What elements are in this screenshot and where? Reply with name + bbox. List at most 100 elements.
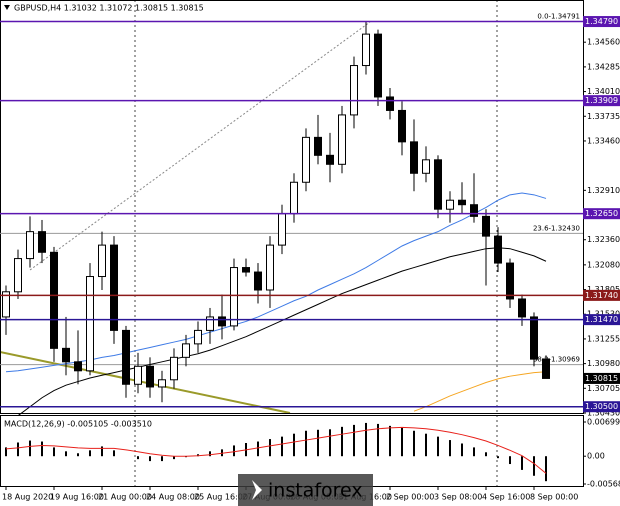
price-tag bbox=[583, 372, 620, 384]
x-tick-label: 8 Sep 00:00 bbox=[530, 493, 578, 502]
candle-body bbox=[98, 244, 107, 278]
candle-body bbox=[302, 136, 311, 183]
y-tick-label: 1.33460 bbox=[587, 136, 620, 145]
y-tick-label: 1.32360 bbox=[587, 235, 620, 244]
level-tag bbox=[583, 208, 620, 220]
candle-body bbox=[14, 258, 23, 293]
price-label: 1.30815 bbox=[585, 374, 618, 383]
y-tick-label: 1.31255 bbox=[587, 334, 620, 343]
symbol-icon bbox=[4, 5, 10, 10]
candle-body bbox=[542, 358, 551, 379]
y-tick-label: -0.005681 bbox=[587, 480, 620, 489]
candle-body bbox=[218, 316, 227, 327]
candle-body bbox=[410, 141, 419, 174]
level-label: 1.33909 bbox=[585, 96, 618, 105]
level-label: 1.31470 bbox=[585, 315, 618, 324]
y-tick-label: 1.34560 bbox=[587, 38, 620, 47]
candle-body bbox=[194, 329, 203, 345]
watermark-text: instaforex bbox=[268, 480, 363, 502]
candle-body bbox=[50, 251, 59, 349]
candle-body bbox=[74, 361, 83, 372]
candle-body bbox=[242, 267, 251, 273]
candle-body bbox=[206, 316, 215, 331]
watermark-icon bbox=[252, 480, 262, 500]
y-tick-label: 1.30430 bbox=[587, 409, 620, 418]
level-label: 1.32650 bbox=[585, 209, 618, 218]
candle-body bbox=[422, 159, 431, 174]
candle-body bbox=[398, 109, 407, 143]
level-label: 1.30500 bbox=[585, 402, 618, 411]
x-tick-label: 21 Aug 00:00 bbox=[98, 493, 152, 502]
x-tick-label: 4 Sep 16:00 bbox=[482, 493, 530, 502]
candle-body bbox=[338, 114, 347, 165]
candle-body bbox=[230, 267, 239, 327]
x-tick-label: 19 Aug 16:00 bbox=[50, 493, 104, 502]
trend-line bbox=[0, 351, 291, 414]
candle-body bbox=[158, 379, 167, 388]
candle-body bbox=[146, 365, 155, 388]
y-tick-label: 0.00 bbox=[587, 452, 605, 461]
candle-body bbox=[446, 199, 455, 210]
y-tick-label: 1.32080 bbox=[587, 260, 620, 269]
moving-average bbox=[5, 192, 547, 373]
candle-body bbox=[110, 244, 119, 331]
candle-body bbox=[326, 154, 335, 165]
level-label: 1.34790 bbox=[585, 17, 618, 26]
candle-body bbox=[62, 347, 71, 363]
x-tick-label: 18 Aug 2020 bbox=[2, 493, 53, 502]
candle-body bbox=[518, 298, 527, 318]
moving-average bbox=[17, 247, 547, 417]
candle-body bbox=[26, 231, 35, 260]
watermark: instaforex bbox=[238, 474, 373, 506]
candle-body bbox=[134, 365, 143, 385]
candle-body bbox=[254, 271, 263, 291]
candle-body bbox=[350, 65, 359, 116]
y-tick-label: 1.31805 bbox=[587, 285, 620, 294]
candle-body bbox=[2, 291, 11, 318]
x-tick-label: 24 Aug 08:00 bbox=[146, 493, 200, 502]
candle-body bbox=[506, 262, 515, 300]
candle-body bbox=[386, 96, 395, 111]
x-tick-label: 2 Sep 00:00 bbox=[386, 493, 434, 502]
y-tick-label: 1.30980 bbox=[587, 359, 620, 368]
candle-body bbox=[266, 244, 275, 291]
y-tick-label: 1.34010 bbox=[587, 87, 620, 96]
y-tick-label: 1.32910 bbox=[587, 186, 620, 195]
symbol-header: GBPUSD,H4 1.31032 1.31072 1.30815 1.3081… bbox=[14, 4, 204, 13]
level-tag bbox=[583, 289, 620, 301]
candle-body bbox=[458, 199, 467, 206]
candle-body bbox=[374, 33, 383, 98]
candle-body bbox=[182, 343, 191, 358]
level-tag bbox=[583, 16, 620, 28]
candle-body bbox=[122, 329, 131, 385]
moving-average bbox=[413, 371, 547, 412]
x-tick-label: 25 Aug 16:00 bbox=[194, 493, 248, 502]
fib-label: 38.2-1.30969 bbox=[533, 356, 580, 364]
candle-body bbox=[494, 235, 503, 264]
candle-body bbox=[434, 159, 443, 210]
y-tick-label: 1.34285 bbox=[587, 62, 620, 71]
candle-body bbox=[314, 136, 323, 156]
candle-body bbox=[482, 215, 491, 237]
level-label: 1.31740 bbox=[585, 291, 618, 300]
level-tag bbox=[583, 401, 620, 413]
candle-body bbox=[470, 204, 479, 217]
candle-body bbox=[290, 181, 299, 215]
fib-label: 0.0-1.34791 bbox=[537, 12, 580, 20]
candle-body bbox=[38, 231, 47, 253]
candle-body bbox=[278, 213, 287, 246]
x-tick-label: 3 Sep 08:00 bbox=[434, 493, 482, 502]
y-tick-label: 0.006991 bbox=[587, 418, 620, 427]
candle-body bbox=[170, 356, 179, 381]
level-tag bbox=[583, 314, 620, 326]
candle-body bbox=[86, 276, 95, 372]
macd-header: MACD(12,26,9) -0.005105 -0.003510 bbox=[4, 420, 152, 429]
price-frame bbox=[0, 0, 584, 414]
y-tick-label: 1.30705 bbox=[587, 384, 620, 393]
y-tick-label: 1.33735 bbox=[587, 112, 620, 121]
fib-label: 23.6-1.32430 bbox=[533, 224, 580, 232]
candle-body bbox=[362, 33, 371, 67]
macd-signal bbox=[5, 426, 547, 474]
